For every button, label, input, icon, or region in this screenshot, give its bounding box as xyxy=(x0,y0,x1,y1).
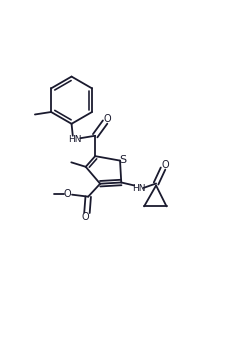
Text: S: S xyxy=(120,155,127,165)
Text: O: O xyxy=(64,189,72,199)
Text: O: O xyxy=(103,114,111,124)
Text: O: O xyxy=(162,160,169,170)
Text: HN: HN xyxy=(68,135,81,144)
Text: O: O xyxy=(82,212,90,222)
Text: HN: HN xyxy=(132,184,146,193)
